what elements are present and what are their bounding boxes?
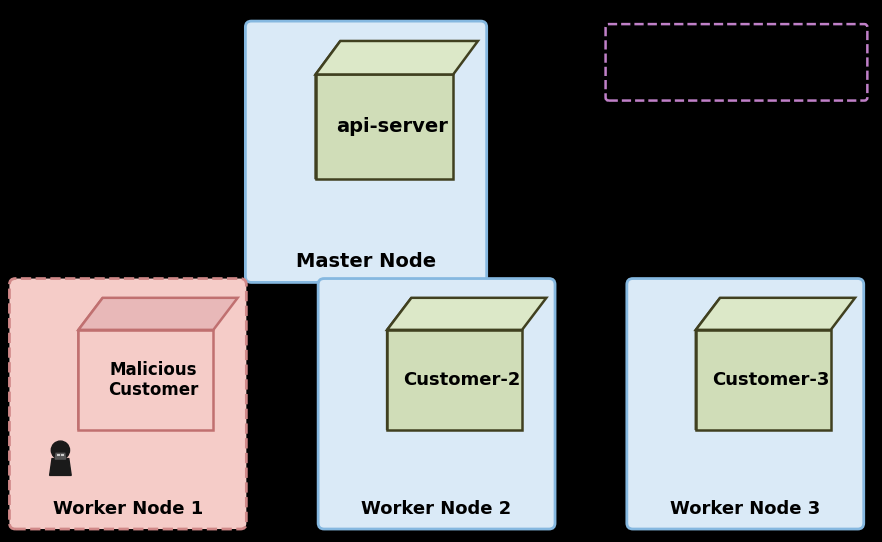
Text: Worker Node 1: Worker Node 1 [53,500,203,518]
Polygon shape [56,453,65,459]
Text: api-server: api-server [336,117,448,137]
FancyBboxPatch shape [10,279,246,529]
Polygon shape [316,74,453,179]
Polygon shape [387,298,546,330]
Text: Customer-3: Customer-3 [712,371,829,389]
Polygon shape [78,298,102,430]
Polygon shape [387,330,522,430]
Text: Customer-2: Customer-2 [403,371,520,389]
Polygon shape [696,298,720,430]
Circle shape [51,441,70,459]
Polygon shape [387,298,411,430]
Polygon shape [316,41,340,179]
Text: Worker Node 2: Worker Node 2 [362,500,512,518]
Polygon shape [78,298,237,330]
Polygon shape [696,330,831,430]
Polygon shape [78,330,213,430]
Polygon shape [49,459,71,475]
FancyBboxPatch shape [245,21,487,282]
Text: Master Node: Master Node [296,252,436,271]
Polygon shape [696,298,855,330]
Text: Malicious
Customer: Malicious Customer [108,360,198,399]
Polygon shape [316,41,478,74]
FancyBboxPatch shape [318,279,555,529]
Text: Worker Node 3: Worker Node 3 [670,500,820,518]
FancyBboxPatch shape [627,279,863,529]
